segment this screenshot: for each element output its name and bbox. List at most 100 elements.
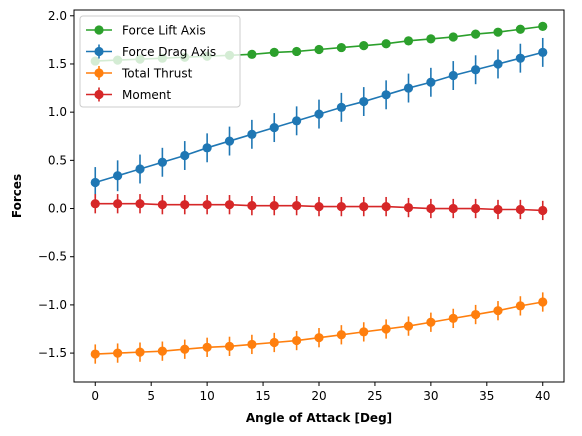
data-point bbox=[113, 199, 122, 208]
data-point bbox=[337, 202, 346, 211]
data-point bbox=[493, 205, 502, 214]
data-point bbox=[113, 348, 122, 357]
x-tick-label: 0 bbox=[91, 389, 99, 403]
data-point bbox=[270, 201, 279, 210]
legend: Force Lift Axis Force Drag Axis Total Thru… bbox=[80, 16, 240, 107]
legend-item-moment: Moment bbox=[86, 88, 171, 103]
data-point bbox=[203, 343, 212, 352]
data-point bbox=[270, 48, 279, 57]
data-point bbox=[449, 314, 458, 323]
data-point bbox=[538, 297, 547, 306]
data-point bbox=[426, 34, 435, 43]
data-point bbox=[203, 143, 212, 152]
data-point bbox=[471, 65, 480, 74]
legend-label: Force Drag Axis bbox=[122, 45, 216, 59]
data-point bbox=[516, 205, 525, 214]
data-point bbox=[426, 78, 435, 87]
data-point bbox=[314, 333, 323, 342]
x-tick-label: 10 bbox=[199, 389, 214, 403]
data-point bbox=[270, 123, 279, 132]
data-point bbox=[135, 348, 144, 357]
data-point bbox=[314, 202, 323, 211]
data-point bbox=[91, 178, 100, 187]
data-point bbox=[359, 327, 368, 336]
data-point bbox=[337, 330, 346, 339]
legend-marker bbox=[94, 47, 103, 56]
y-tick-label: −1.5 bbox=[38, 346, 67, 360]
x-tick-label: 15 bbox=[255, 389, 270, 403]
x-tick-label: 25 bbox=[367, 389, 382, 403]
data-point bbox=[404, 83, 413, 92]
data-point bbox=[91, 199, 100, 208]
data-point bbox=[382, 90, 391, 99]
x-tick-label: 20 bbox=[311, 389, 326, 403]
data-point bbox=[337, 43, 346, 52]
y-tick-label: −1.0 bbox=[38, 298, 67, 312]
legend-marker bbox=[94, 90, 103, 99]
data-point bbox=[382, 39, 391, 48]
data-point bbox=[493, 59, 502, 68]
y-tick-label: 0.5 bbox=[48, 153, 67, 167]
data-point bbox=[382, 324, 391, 333]
y-tick-label: 0.0 bbox=[48, 202, 67, 216]
data-point bbox=[247, 201, 256, 210]
data-point bbox=[471, 204, 480, 213]
data-point bbox=[471, 29, 480, 38]
data-point bbox=[91, 349, 100, 358]
x-tick-label: 5 bbox=[147, 389, 155, 403]
data-point bbox=[292, 336, 301, 345]
data-point bbox=[270, 338, 279, 347]
x-tick-label: 35 bbox=[479, 389, 494, 403]
x-tick-label: 40 bbox=[535, 389, 550, 403]
y-tick-label: 1.5 bbox=[48, 57, 67, 71]
data-point bbox=[516, 54, 525, 63]
data-point bbox=[382, 202, 391, 211]
data-point bbox=[225, 200, 234, 209]
y-tick-label: 1.0 bbox=[48, 105, 67, 119]
data-point bbox=[404, 322, 413, 331]
data-point bbox=[158, 347, 167, 356]
data-point bbox=[493, 306, 502, 315]
data-point bbox=[516, 301, 525, 310]
data-point bbox=[135, 199, 144, 208]
legend-label: Moment bbox=[122, 88, 171, 102]
data-point bbox=[225, 136, 234, 145]
legend-label: Force Lift Axis bbox=[122, 24, 206, 38]
data-point bbox=[180, 345, 189, 354]
data-point bbox=[538, 48, 547, 57]
data-point bbox=[247, 130, 256, 139]
data-point bbox=[247, 340, 256, 349]
data-point bbox=[292, 47, 301, 56]
data-point bbox=[314, 109, 323, 118]
data-point bbox=[538, 206, 547, 215]
data-point bbox=[516, 25, 525, 34]
data-point bbox=[113, 171, 122, 180]
data-point bbox=[471, 310, 480, 319]
data-point bbox=[449, 32, 458, 41]
data-point bbox=[314, 45, 323, 54]
data-point bbox=[359, 97, 368, 106]
data-point bbox=[337, 103, 346, 112]
data-point bbox=[449, 204, 458, 213]
data-point bbox=[203, 200, 212, 209]
data-point bbox=[158, 158, 167, 167]
data-point bbox=[292, 201, 301, 210]
data-point bbox=[158, 200, 167, 209]
data-point bbox=[426, 204, 435, 213]
data-point bbox=[426, 318, 435, 327]
x-axis-label: Angle of Attack [Deg] bbox=[246, 411, 392, 425]
data-point bbox=[180, 151, 189, 160]
data-point bbox=[247, 50, 256, 59]
y-tick-label: 2.0 bbox=[48, 9, 67, 23]
legend-label: Total Thrust bbox=[121, 67, 193, 81]
data-point bbox=[359, 41, 368, 50]
x-tick-label: 30 bbox=[423, 389, 438, 403]
data-point bbox=[449, 71, 458, 80]
data-point bbox=[180, 200, 189, 209]
y-axis-label: Forces bbox=[10, 174, 24, 218]
data-point bbox=[404, 203, 413, 212]
data-point bbox=[359, 202, 368, 211]
legend-marker bbox=[94, 25, 103, 34]
data-point bbox=[404, 36, 413, 45]
